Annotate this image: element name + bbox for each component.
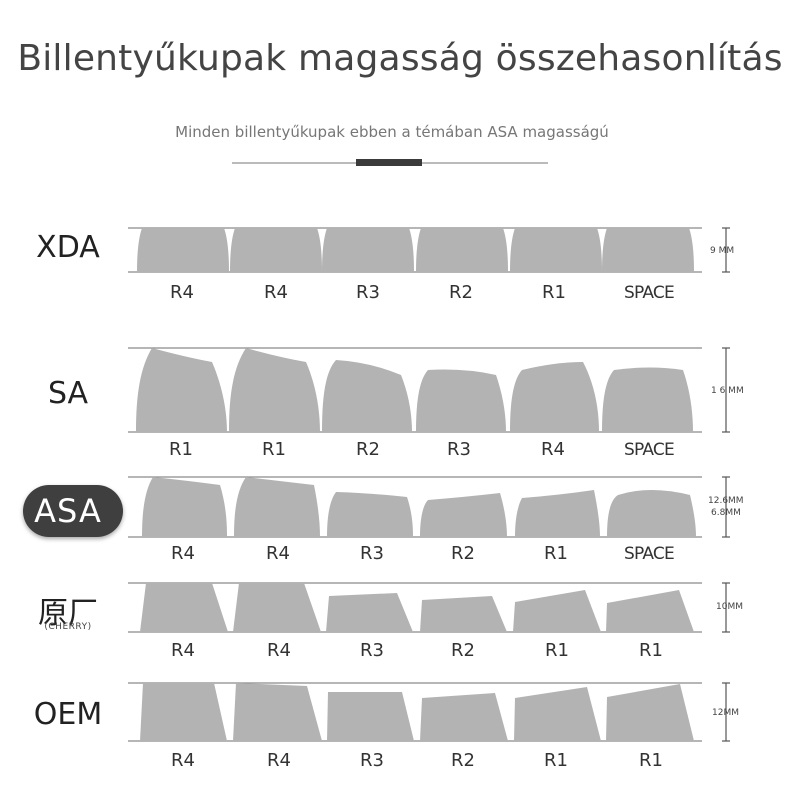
- xda-keycap: [137, 228, 229, 272]
- sa-height-label: 1 6 MM: [711, 386, 744, 396]
- sa-row-label: R4: [541, 439, 565, 460]
- cherry-keycap: [233, 583, 321, 632]
- asa-keycap: [234, 477, 320, 537]
- xda-row-label: R2: [449, 282, 473, 303]
- asa-badge: [23, 485, 123, 537]
- sa-keycap: [510, 362, 599, 432]
- asa-row-label: R3: [360, 543, 384, 564]
- asa-row-label: R2: [451, 543, 475, 564]
- sa-row-label: SPACE: [624, 440, 674, 460]
- sa-row-label: R3: [447, 439, 471, 460]
- cherry-keycap: [513, 590, 601, 632]
- profile-asa: 12.6MM 6.8MM R4 R4 R3 R2 R1 SPACE: [128, 476, 744, 564]
- asa-keycap: [607, 490, 696, 537]
- profile-name-sa: SA: [47, 376, 89, 411]
- profile-sa: 1 6 MM R1 R1 R2 R3 R4 SPACE: [128, 347, 744, 460]
- oem-row-label: R1: [544, 750, 568, 771]
- profile-cherry: 10MM R4 R4 R3 R2 R1 R1: [128, 582, 743, 661]
- sa-row-label: R1: [262, 439, 286, 460]
- profile-name-cherry: 原厂: [38, 596, 98, 631]
- profile-subname-cherry: (CHERRY): [44, 622, 92, 632]
- xda-row-label: SPACE: [624, 283, 674, 303]
- divider-accent: [356, 159, 422, 166]
- oem-keycap: [233, 683, 322, 741]
- asa-keycap: [420, 493, 507, 537]
- sa-row-label: R1: [169, 439, 193, 460]
- oem-row-label: R2: [451, 750, 475, 771]
- asa-keycap: [327, 492, 413, 537]
- cherry-keycap: [326, 593, 413, 632]
- xda-keycap: [230, 228, 322, 272]
- asa-row-label: R4: [266, 543, 290, 564]
- page-subtitle: Minden billentyűkupak ebben a témában AS…: [175, 123, 609, 141]
- oem-keycap: [606, 684, 694, 741]
- page-title: Billentyűkupak magasság összehasonlítás: [17, 38, 783, 79]
- cherry-row-label: R1: [639, 640, 663, 661]
- oem-keycap: [140, 683, 227, 741]
- xda-keycap: [416, 228, 508, 272]
- xda-row-label: R1: [542, 282, 566, 303]
- oem-row-label: R1: [639, 750, 663, 771]
- asa-height-label-bottom: 6.8MM: [711, 508, 741, 518]
- asa-row-label: SPACE: [624, 544, 674, 564]
- cherry-row-label: R3: [360, 640, 384, 661]
- profile-xda: 9 MM R4 R4 R3 R2 R1 SPACE: [128, 227, 734, 303]
- cherry-row-label: R4: [267, 640, 291, 661]
- xda-row-label: R4: [264, 282, 288, 303]
- oem-row-label: R3: [360, 750, 384, 771]
- profile-name-asa: ASA: [34, 492, 102, 530]
- xda-keycap: [510, 228, 602, 272]
- oem-row-label: R4: [267, 750, 291, 771]
- cherry-row-label: R1: [545, 640, 569, 661]
- sa-keycap: [602, 367, 693, 432]
- oem-keycap: [327, 692, 414, 741]
- xda-keycap: [602, 228, 694, 272]
- sa-keycap: [416, 369, 506, 432]
- asa-row-label: R1: [544, 543, 568, 564]
- oem-keycap: [514, 687, 601, 741]
- cherry-height-label: 10MM: [716, 602, 743, 612]
- cherry-row-label: R2: [451, 640, 475, 661]
- oem-row-label: R4: [171, 750, 195, 771]
- cherry-row-label: R4: [171, 640, 195, 661]
- asa-keycap: [142, 477, 227, 537]
- sa-keycap: [136, 348, 227, 432]
- sa-row-label: R2: [356, 439, 380, 460]
- profile-oem: 12MM R4 R4 R3 R2 R1 R1: [128, 682, 739, 771]
- oem-keycap: [420, 693, 508, 741]
- profile-name-oem: OEM: [33, 697, 103, 732]
- profile-name-xda: XDA: [36, 230, 100, 265]
- sa-keycap: [322, 360, 412, 432]
- sa-keycap: [229, 348, 320, 432]
- cherry-keycap: [606, 590, 694, 632]
- asa-row-label: R4: [171, 543, 195, 564]
- oem-height-label: 12MM: [712, 708, 739, 718]
- asa-keycap: [515, 490, 600, 537]
- xda-keycap: [322, 228, 414, 272]
- cherry-keycap: [420, 596, 507, 632]
- asa-height-label-top: 12.6MM: [708, 496, 744, 506]
- xda-row-label: R4: [170, 282, 194, 303]
- xda-row-label: R3: [356, 282, 380, 303]
- xda-height-label: 9 MM: [710, 246, 734, 256]
- cherry-keycap: [140, 583, 228, 632]
